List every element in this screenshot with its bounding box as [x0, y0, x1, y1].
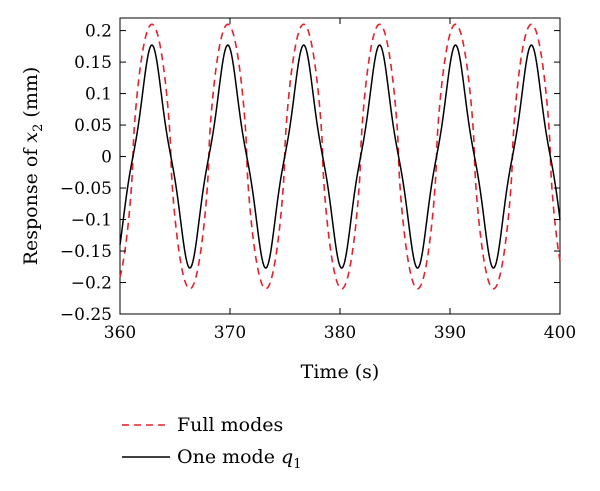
legend-label-full-modes: Full modes [177, 414, 283, 436]
y-tick-label: 0.2 [85, 22, 112, 42]
x-axis-title: Time (s) [301, 361, 380, 383]
x-tick-label: 400 [544, 323, 576, 343]
legend-label-one-mode-var: q [281, 446, 293, 468]
y-axis-title-suffix: (mm) [20, 67, 42, 124]
y-tick-label: −0.2 [71, 274, 112, 294]
y-tick-label: −0.15 [60, 242, 112, 262]
y-tick-label: −0.25 [60, 305, 112, 325]
series-line-one-mode [119, 44, 561, 269]
y-axis-title: Response of x2 (mm) [20, 67, 46, 266]
x-tick-label: 360 [104, 323, 136, 343]
x-tick-label: 370 [214, 323, 246, 343]
series-layer [119, 23, 561, 290]
plot-area [119, 17, 561, 315]
y-tick-label: 0 [101, 148, 112, 168]
legend-label-one-mode-sub: 1 [293, 457, 301, 472]
series-line-full-modes [119, 23, 561, 290]
x-tick-label: 380 [324, 323, 356, 343]
ticks-layer: 360 370 380 390 400 −0.25 −0.2 −0.15 −0.1 −0.05 0 0… [60, 18, 576, 343]
y-tick-label: −0.05 [60, 179, 112, 199]
y-axis-title-var: x [20, 132, 42, 143]
y-axis-title-sub: 2 [31, 124, 46, 132]
legend: Full modes One mode q1 [122, 414, 301, 472]
y-tick-label: −0.1 [71, 211, 112, 231]
legend-label-one-mode-text: One mode [177, 446, 275, 468]
y-tick-label: 0.05 [74, 116, 112, 136]
y-tick-label: 0.15 [74, 53, 112, 73]
x-tick-label: 390 [434, 323, 466, 343]
y-axis-title-prefix: Response of [20, 143, 42, 266]
legend-label-one-mode: One mode q1 [177, 446, 301, 472]
y-tick-label: 0.1 [85, 85, 112, 105]
